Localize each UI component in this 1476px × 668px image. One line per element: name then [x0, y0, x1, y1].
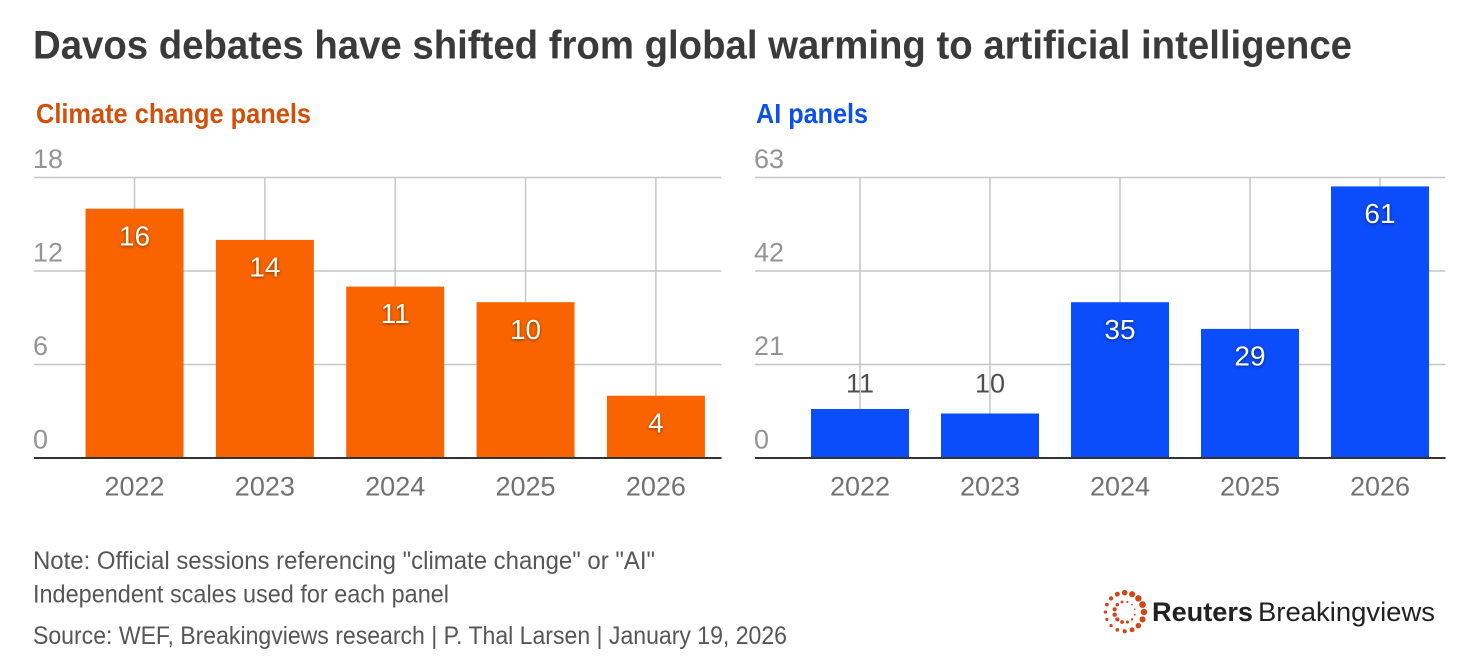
- svg-text:10: 10: [975, 369, 1005, 399]
- svg-text:11: 11: [381, 298, 410, 329]
- svg-text:4: 4: [648, 407, 664, 438]
- svg-text:2022: 2022: [830, 472, 890, 502]
- svg-text:Breakingviews: Breakingviews: [1258, 597, 1435, 627]
- svg-text:63: 63: [754, 144, 784, 174]
- svg-text:0: 0: [33, 424, 48, 454]
- svg-text:Independent scales used for ea: Independent scales used for each panel: [33, 581, 449, 609]
- svg-text:35: 35: [1104, 314, 1135, 345]
- svg-text:61: 61: [1364, 198, 1395, 229]
- svg-text:2022: 2022: [104, 472, 164, 502]
- svg-text:10: 10: [510, 314, 541, 345]
- svg-text:0: 0: [754, 424, 769, 454]
- svg-text:Davos debates have shifted fro: Davos debates have shifted from global w…: [33, 24, 1352, 68]
- svg-text:16: 16: [119, 220, 150, 251]
- svg-text:Source: WEF, Breakingviews res: Source: WEF, Breakingviews research | P.…: [33, 622, 787, 650]
- svg-text:2023: 2023: [960, 472, 1020, 502]
- svg-text:29: 29: [1234, 341, 1265, 372]
- svg-text:6: 6: [33, 331, 48, 361]
- svg-text:2024: 2024: [1090, 472, 1150, 502]
- svg-text:12: 12: [33, 237, 63, 267]
- svg-text:2026: 2026: [626, 472, 686, 502]
- svg-text:11: 11: [846, 369, 874, 399]
- svg-text:Note: Official sessions refere: Note: Official sessions referencing "cli…: [33, 547, 655, 575]
- svg-text:2026: 2026: [1350, 472, 1410, 502]
- svg-text:2025: 2025: [1220, 472, 1280, 502]
- svg-text:2025: 2025: [496, 472, 556, 502]
- svg-text:18: 18: [33, 144, 63, 174]
- svg-text:2024: 2024: [365, 472, 425, 502]
- svg-text:21: 21: [754, 331, 784, 361]
- svg-text:14: 14: [249, 252, 280, 283]
- svg-text:Climate change panels: Climate change panels: [36, 98, 311, 129]
- svg-text:Reuters: Reuters: [1152, 597, 1253, 627]
- svg-text:2023: 2023: [235, 472, 295, 502]
- svg-text:42: 42: [754, 237, 784, 267]
- svg-text:AI panels: AI panels: [756, 98, 868, 129]
